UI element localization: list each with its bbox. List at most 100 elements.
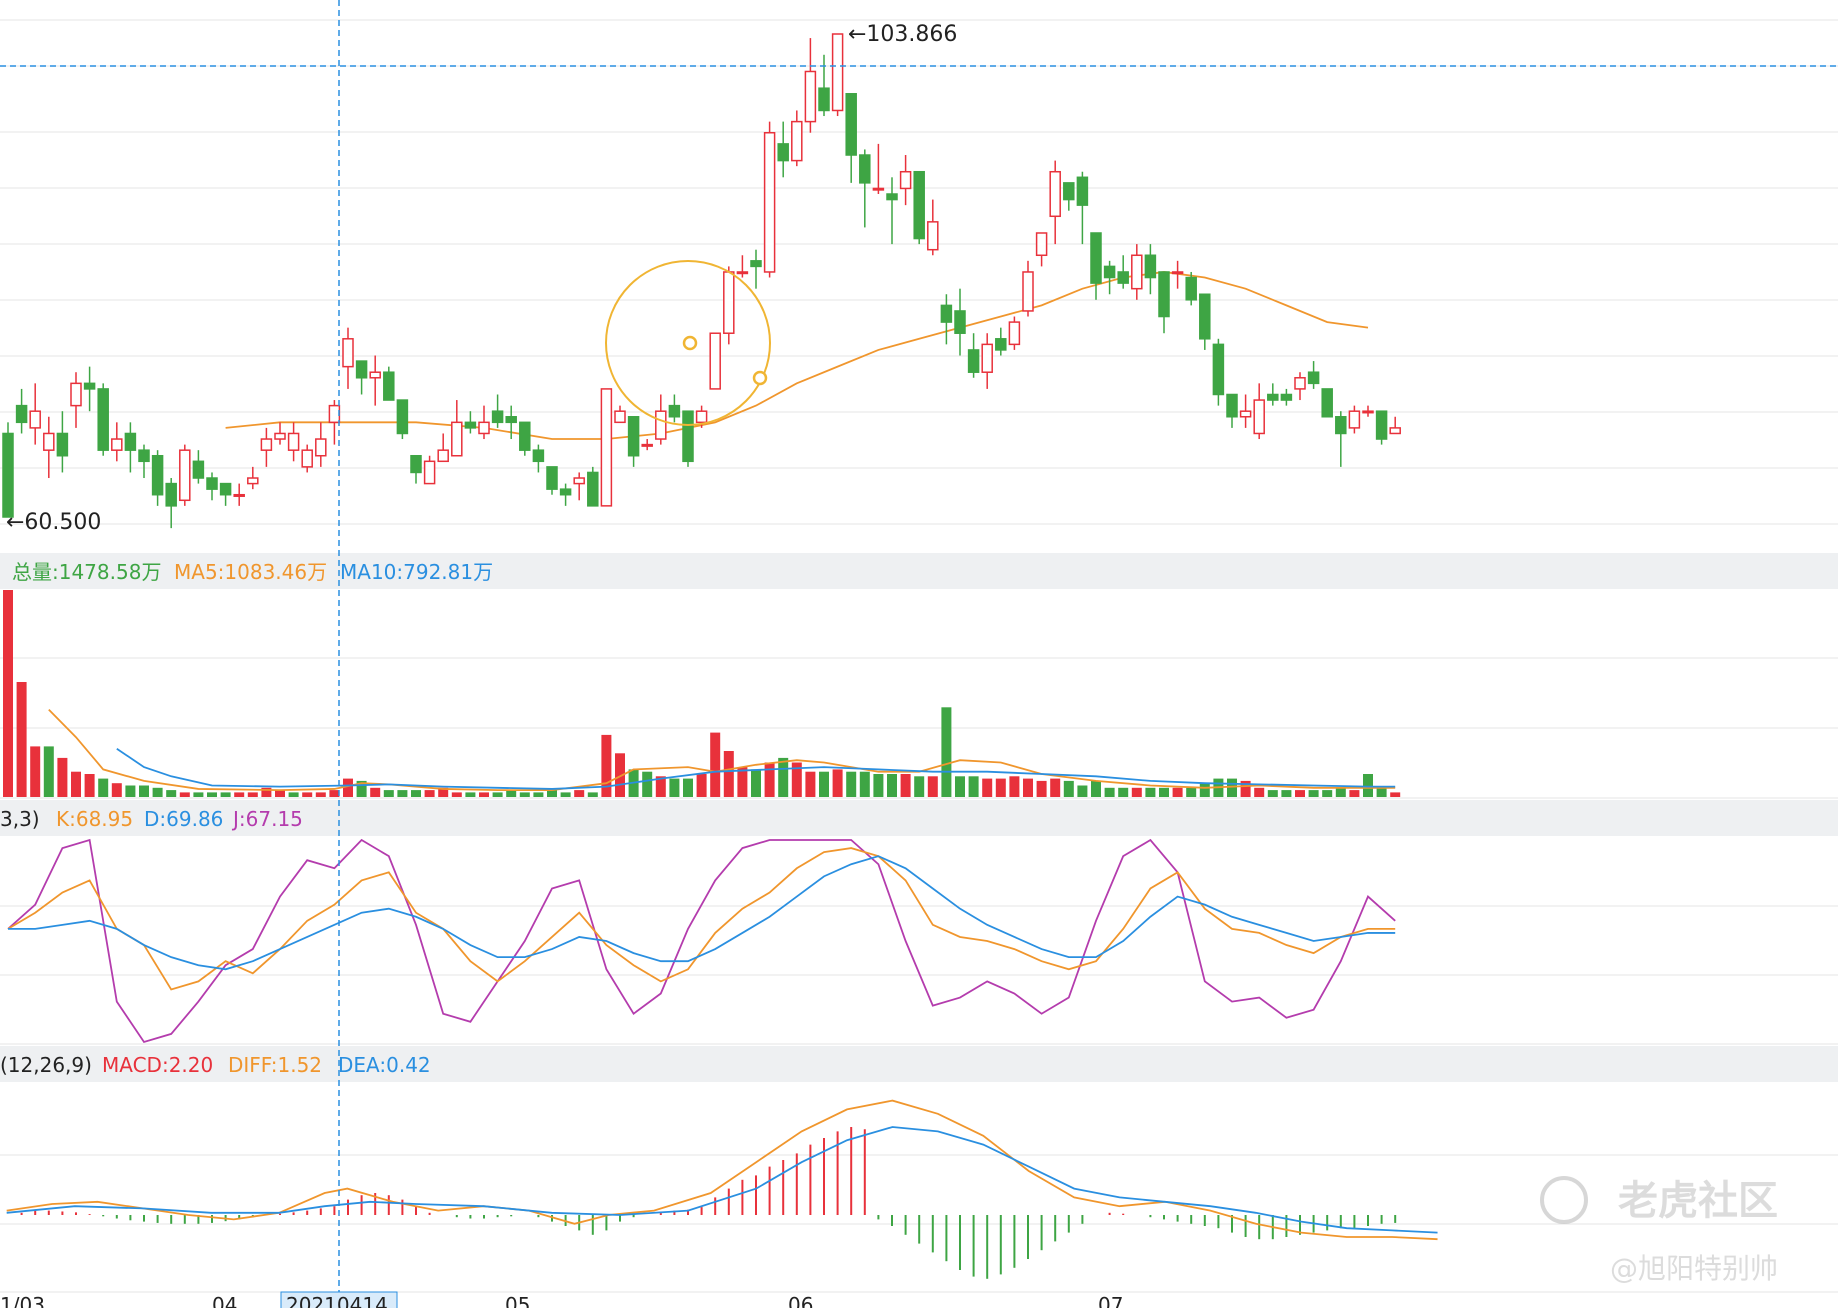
candle-body xyxy=(192,460,205,479)
crosshair-date-box xyxy=(280,1291,398,1308)
volume-bar-76 xyxy=(1036,780,1047,797)
candle-body xyxy=(423,460,436,485)
volume-bar-25 xyxy=(343,778,353,797)
candle-body xyxy=(1389,427,1401,435)
volume-bar-71 xyxy=(968,776,979,797)
kdj-j-line xyxy=(7,838,1396,1044)
candle-body xyxy=(70,382,82,407)
candle-13 xyxy=(179,444,191,506)
candle-9 xyxy=(124,422,137,473)
x-label-4: 06 xyxy=(788,1293,813,1308)
volume-bar-55 xyxy=(751,769,761,797)
candle-17 xyxy=(233,483,245,506)
candle-body xyxy=(1280,393,1293,401)
x-label-2: 20210414 xyxy=(286,1293,388,1308)
candle-body xyxy=(478,421,490,435)
watermark-author: @旭阳特别帅 xyxy=(1610,1252,1778,1285)
volume-bar-69 xyxy=(941,707,952,797)
candle-95 xyxy=(1294,372,1306,401)
candle-body xyxy=(627,416,640,457)
volume-bar-29 xyxy=(397,790,408,797)
volume-bar-36 xyxy=(492,792,503,797)
candle-body xyxy=(587,471,599,507)
candle-72 xyxy=(981,333,993,389)
candle-61 xyxy=(831,33,844,117)
price-panel[interactable]: ←103.866 ←60.500 xyxy=(2,22,1401,535)
annotation-dot-1 xyxy=(682,335,698,351)
candlesticks xyxy=(2,33,1401,529)
volume-bar-26 xyxy=(356,780,367,797)
macd-params: (12,26,9) xyxy=(0,1053,92,1077)
candle-body xyxy=(233,493,245,497)
volume-bar-64 xyxy=(873,774,884,797)
candle-body xyxy=(682,410,694,463)
volume-bar-38 xyxy=(519,792,530,797)
candle-body xyxy=(1117,271,1129,284)
candle-body xyxy=(1035,232,1048,257)
candle-55 xyxy=(750,249,762,289)
volume-bar-0 xyxy=(3,590,13,797)
volume-bar-50 xyxy=(683,778,693,797)
candle-15 xyxy=(206,472,218,501)
candle-21 xyxy=(287,422,300,462)
candle-body xyxy=(1131,254,1143,290)
candle-12 xyxy=(165,478,177,529)
candle-81 xyxy=(1103,260,1116,295)
candle-2 xyxy=(29,383,41,445)
candle-4 xyxy=(56,411,69,473)
candle-body xyxy=(1348,410,1361,429)
candle-body xyxy=(750,260,762,268)
candle-5 xyxy=(70,372,82,428)
macd-header-bar xyxy=(0,1046,1838,1082)
x-label-3: 05 xyxy=(505,1293,530,1308)
volume-bar-3 xyxy=(43,746,54,797)
volume-panel[interactable] xyxy=(3,590,1401,797)
candle-body xyxy=(967,349,980,373)
candle-92 xyxy=(1253,383,1265,440)
kdj-lines xyxy=(7,838,1396,1044)
candle-body xyxy=(179,449,191,502)
candle-80 xyxy=(1090,232,1102,300)
candle-body xyxy=(260,438,273,451)
candle-64 xyxy=(872,143,885,195)
candle-56 xyxy=(763,121,776,278)
candle-100 xyxy=(1362,405,1374,417)
volume-bar-37 xyxy=(506,790,517,797)
candle-37 xyxy=(505,405,517,440)
candle-77 xyxy=(1049,160,1061,245)
candle-body xyxy=(872,187,885,191)
candle-96 xyxy=(1307,361,1320,389)
candle-47 xyxy=(641,439,653,451)
candle-body xyxy=(1063,182,1075,201)
candle-59 xyxy=(804,38,817,133)
volume-bar-95 xyxy=(1295,790,1305,797)
volume-bar-93 xyxy=(1267,790,1278,797)
kdj-k-line xyxy=(7,847,1396,991)
candle-body xyxy=(56,432,69,457)
volume-bar-20 xyxy=(275,790,285,797)
candle-body xyxy=(1171,271,1184,275)
volume-bar-94 xyxy=(1281,790,1292,797)
candle-body xyxy=(831,33,844,112)
candle-82 xyxy=(1117,255,1129,289)
volume-bar-35 xyxy=(479,792,489,797)
volume-bar-68 xyxy=(927,776,938,797)
macd-diff-line xyxy=(6,1099,1438,1241)
x-axis: 1/03 04 20210414 05 06 07 xyxy=(0,1291,1123,1308)
volume-bar-86 xyxy=(1172,787,1183,797)
volume-bar-7 xyxy=(98,778,109,797)
macd-panel[interactable] xyxy=(6,1099,1438,1279)
volume-bar-47 xyxy=(642,771,653,797)
candle-body xyxy=(315,438,327,457)
volume-bar-27 xyxy=(370,787,381,797)
candle-body xyxy=(1185,276,1197,301)
candle-87 xyxy=(1185,271,1197,306)
candle-body xyxy=(111,438,123,451)
volume-ma5-line xyxy=(48,708,1396,792)
kdj-panel[interactable] xyxy=(7,838,1396,1044)
annotation-circle xyxy=(605,260,771,426)
candle-body xyxy=(1226,393,1238,418)
macd-dea-line xyxy=(6,1126,1438,1234)
candle-body xyxy=(791,120,803,162)
